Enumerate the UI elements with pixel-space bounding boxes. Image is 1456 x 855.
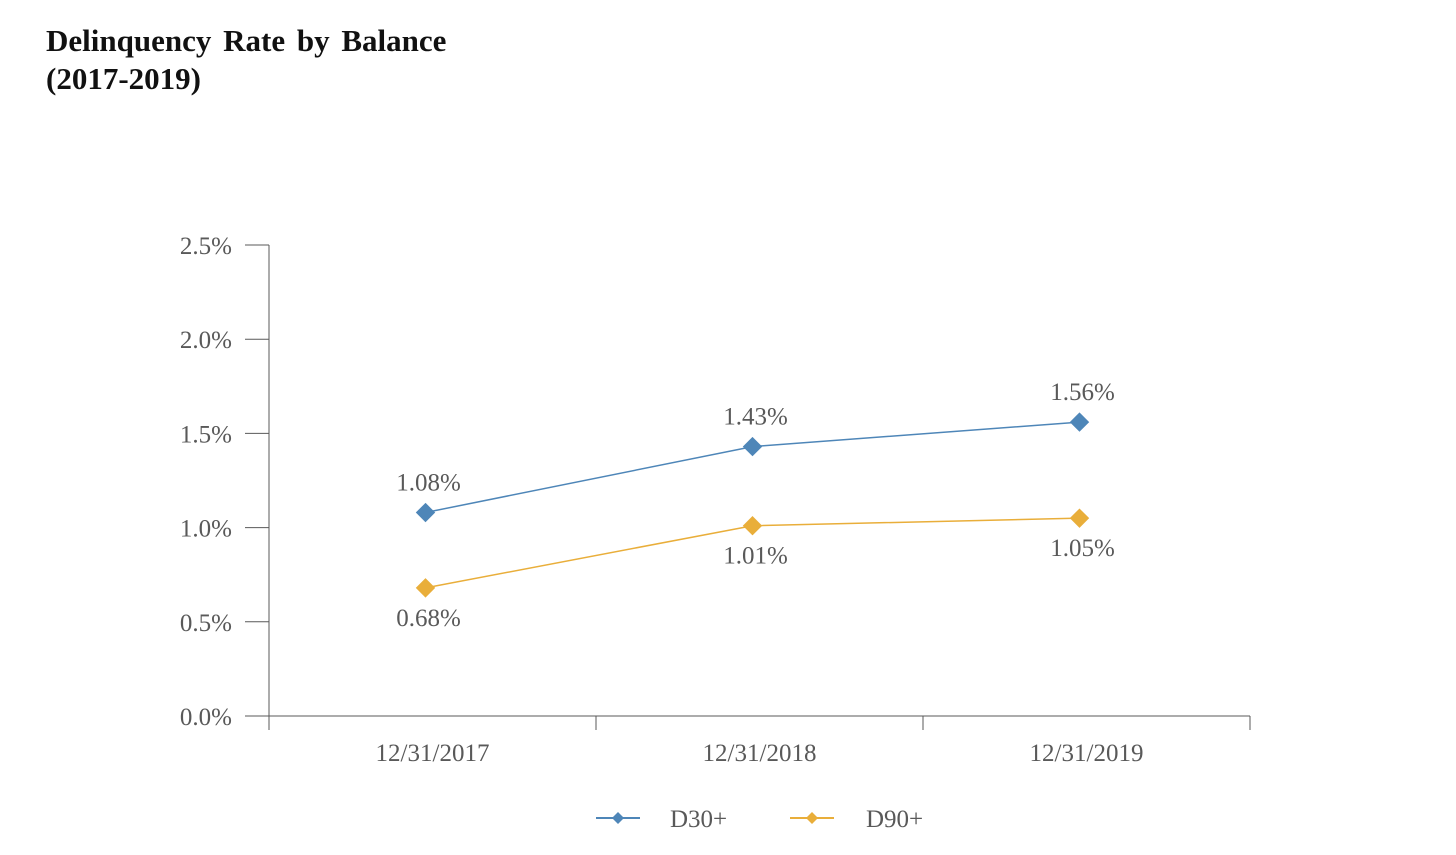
data-label: 1.05% — [1050, 535, 1115, 562]
x-axis-tick-label: 12/31/2019 — [1030, 740, 1144, 767]
y-axis-tick-label: 0.5% — [180, 610, 232, 637]
series-layer: 1.08% 1.43% 1.56% 0.68% 1.01% 1.05% — [396, 379, 1115, 632]
y-axis-tick-label: 1.0% — [180, 516, 232, 543]
data-point-marker — [415, 578, 436, 598]
y-axis-tick-label: 2.0% — [180, 327, 232, 354]
data-label: 1.43% — [723, 404, 788, 431]
data-point-marker — [1069, 508, 1090, 528]
data-label: 1.01% — [723, 543, 788, 570]
legend-marker — [806, 812, 818, 824]
chart-title-line-2: (2017-2019) — [46, 61, 201, 96]
legend-marker — [612, 812, 624, 824]
legend-label: D90+ — [866, 806, 923, 833]
data-point-marker — [742, 516, 763, 536]
data-label: 0.68% — [396, 605, 461, 632]
legend-item: D90+ — [790, 806, 923, 833]
legend-item: D30+ — [596, 806, 727, 833]
x-axis-tick-label: 12/31/2017 — [376, 740, 490, 767]
legend: D30+ D90+ — [596, 806, 923, 833]
series-line — [425, 421, 1080, 514]
y-axis-tick-label: 1.5% — [180, 421, 232, 448]
x-axis-tick-label: 12/31/2018 — [703, 740, 817, 767]
data-label: 1.56% — [1050, 379, 1115, 406]
data-point-marker — [1069, 412, 1090, 432]
data-label: 1.08% — [396, 470, 461, 497]
data-point-marker — [415, 502, 436, 523]
chart-title: Delinquency Rate by Balance (2017-2019) — [46, 22, 446, 98]
axes: 0.0% 0.5% 1.0% 1.5% 2.0% 2.5% 12/31/2017 12/31/… — [180, 233, 1251, 767]
data-point-marker — [742, 436, 763, 457]
legend-label: D30+ — [670, 806, 727, 833]
y-axis-tick-label: 0.0% — [180, 704, 232, 731]
chart-title-line-1: Delinquency Rate by Balance — [46, 23, 447, 58]
series-d90: 0.68% 1.01% 1.05% — [396, 508, 1115, 632]
y-axis-tick-label: 2.5% — [180, 233, 232, 260]
series-d30: 1.08% 1.43% 1.56% — [396, 379, 1115, 523]
